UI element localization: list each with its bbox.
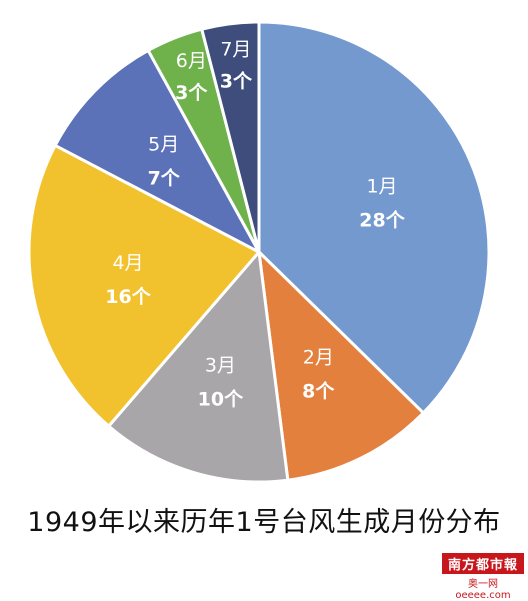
watermark-url: 奥一网oeeee.com xyxy=(455,579,511,601)
pie-label-count-4: 16个 xyxy=(105,286,151,308)
pie-label-month-3: 3月 xyxy=(205,355,236,377)
pie-slices xyxy=(27,20,491,484)
pie-slice-7 xyxy=(200,20,261,254)
pie-chart: 1月 28个 2月 8个 3月 10个 4月 16个 5月 7个 6月 3个 7月 3个 xyxy=(27,20,491,484)
pie-label-month-4: 4月 xyxy=(112,252,143,274)
watermark-logo: 南方都市報 xyxy=(442,553,524,574)
pie-label-count-5: 7个 xyxy=(148,168,181,190)
pie-label-month-2: 2月 xyxy=(303,347,334,369)
pie-label-count-3: 10个 xyxy=(198,389,244,411)
pie-label-month-1: 1月 xyxy=(366,175,397,197)
pie-slice-5 xyxy=(53,48,261,254)
pie-label-count-6: 3个 xyxy=(175,82,208,104)
pie-label-count-1: 28个 xyxy=(359,209,405,231)
pie-label-month-7: 7月 xyxy=(220,39,251,61)
chart-title: 1949年以来历年1号台风生成月份分布 xyxy=(27,507,501,538)
pie-label-month-6: 6月 xyxy=(176,50,207,72)
pie-label-month-5: 5月 xyxy=(148,134,179,156)
pie-labels: 1月 28个 2月 8个 3月 10个 4月 16个 5月 7个 6月 3个 7月 3个 xyxy=(105,39,405,411)
pie-slice-4 xyxy=(27,143,261,428)
watermark: 南方都市報 奥一网oeeee.com xyxy=(442,553,524,601)
pie-label-count-2: 8个 xyxy=(302,381,335,403)
pie-slice-2 xyxy=(257,250,425,482)
pie-slice-1 xyxy=(257,20,491,415)
pie-label-count-7: 3个 xyxy=(220,71,253,93)
pie-slice-3 xyxy=(107,250,290,484)
